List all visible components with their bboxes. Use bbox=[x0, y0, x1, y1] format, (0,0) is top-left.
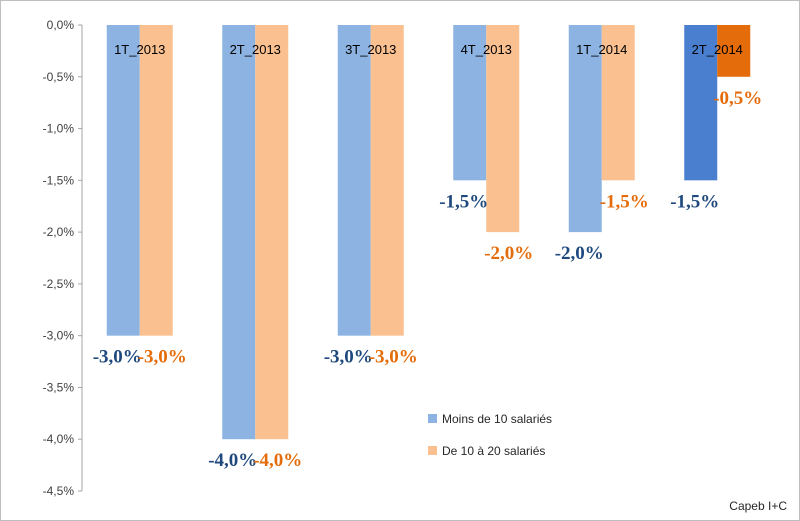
bar-de-10-20-1t_2014 bbox=[601, 25, 635, 181]
category-labels: 1T_2013 2T_2013 3T_2013 4T_2013 1T_2014 2T_20… bbox=[114, 42, 743, 57]
category-label-2t_2014: 2T_2014 bbox=[692, 42, 743, 57]
category-label-3t_2013: 3T_2013 bbox=[345, 42, 396, 57]
data-label-moins-10-2t_2013: -4,0% bbox=[208, 450, 257, 471]
y-tick-label: -0,5% bbox=[43, 70, 75, 84]
y-tick-label: -1,0% bbox=[43, 122, 75, 136]
category-label-1t_2013: 1T_2013 bbox=[114, 42, 165, 57]
data-label-moins-10-2t_2014: -1,5% bbox=[670, 191, 719, 212]
data-label-moins-10-1t_2014: -2,0% bbox=[555, 243, 604, 264]
category-label-2t_2013: 2T_2013 bbox=[230, 42, 281, 57]
bar-moins-10-1t_2014 bbox=[568, 25, 602, 233]
data-label-moins-10-1t_2013: -3,0% bbox=[93, 347, 142, 368]
y-tick-label: -4,0% bbox=[43, 432, 75, 446]
data-label-moins-10-4t_2013: -1,5% bbox=[439, 191, 488, 212]
y-tick-label: -1,5% bbox=[43, 173, 75, 187]
data-label-de-10-20-3t_2013: -3,0% bbox=[369, 347, 418, 368]
legend-swatch-series-2 bbox=[428, 446, 437, 455]
source-label: Capeb I+C bbox=[729, 499, 787, 513]
bar-de-10-20-2t_2014 bbox=[717, 25, 751, 77]
bar-moins-10-3t_2013 bbox=[337, 25, 371, 336]
y-axis: 0,0% -0,5% -1,0% -1,5% -2,0% -2,5% -3,0% -3,5% -… bbox=[43, 18, 82, 498]
data-labels: -3,0%-3,0%-4,0%-4,0%-3,0%-3,0%-1,5%-2,0%… bbox=[93, 88, 763, 471]
y-tick-label: -3,0% bbox=[43, 329, 75, 343]
bar-moins-10-2t_2013 bbox=[222, 25, 256, 440]
y-tick-label: -4,5% bbox=[43, 484, 75, 498]
y-tick-label: -2,5% bbox=[43, 277, 75, 291]
legend-label-series-1: Moins de 10 salariés bbox=[442, 412, 552, 426]
category-label-4t_2013: 4T_2013 bbox=[461, 42, 512, 57]
bar-moins-10-4t_2013 bbox=[453, 25, 487, 181]
bar-de-10-20-1t_2013 bbox=[139, 25, 173, 336]
bar-moins-10-2t_2014 bbox=[684, 25, 718, 181]
y-tick-label: -3,5% bbox=[43, 380, 75, 394]
data-label-de-10-20-4t_2013: -2,0% bbox=[484, 243, 533, 264]
data-label-de-10-20-1t_2013: -3,0% bbox=[138, 347, 187, 368]
bar-moins-10-1t_2013 bbox=[106, 25, 140, 336]
bars bbox=[106, 25, 751, 440]
legend-label-series-2: De 10 à 20 salariés bbox=[442, 444, 545, 458]
y-tick-label: -2,0% bbox=[43, 225, 75, 239]
data-label-de-10-20-2t_2014: -0,5% bbox=[713, 88, 762, 109]
bar-de-10-20-4t_2013 bbox=[486, 25, 520, 233]
legend-swatch-series-1 bbox=[428, 414, 437, 423]
y-tick-label: 0,0% bbox=[47, 18, 75, 32]
legend: Moins de 10 salariés De 10 à 20 salariés bbox=[428, 412, 552, 458]
category-label-1t_2014: 1T_2014 bbox=[576, 42, 627, 57]
data-label-de-10-20-2t_2013: -4,0% bbox=[253, 450, 302, 471]
data-label-moins-10-3t_2013: -3,0% bbox=[324, 347, 373, 368]
bar-de-10-20-3t_2013 bbox=[370, 25, 404, 336]
data-label-de-10-20-1t_2014: -1,5% bbox=[600, 191, 649, 212]
bar-de-10-20-2t_2013 bbox=[255, 25, 289, 440]
